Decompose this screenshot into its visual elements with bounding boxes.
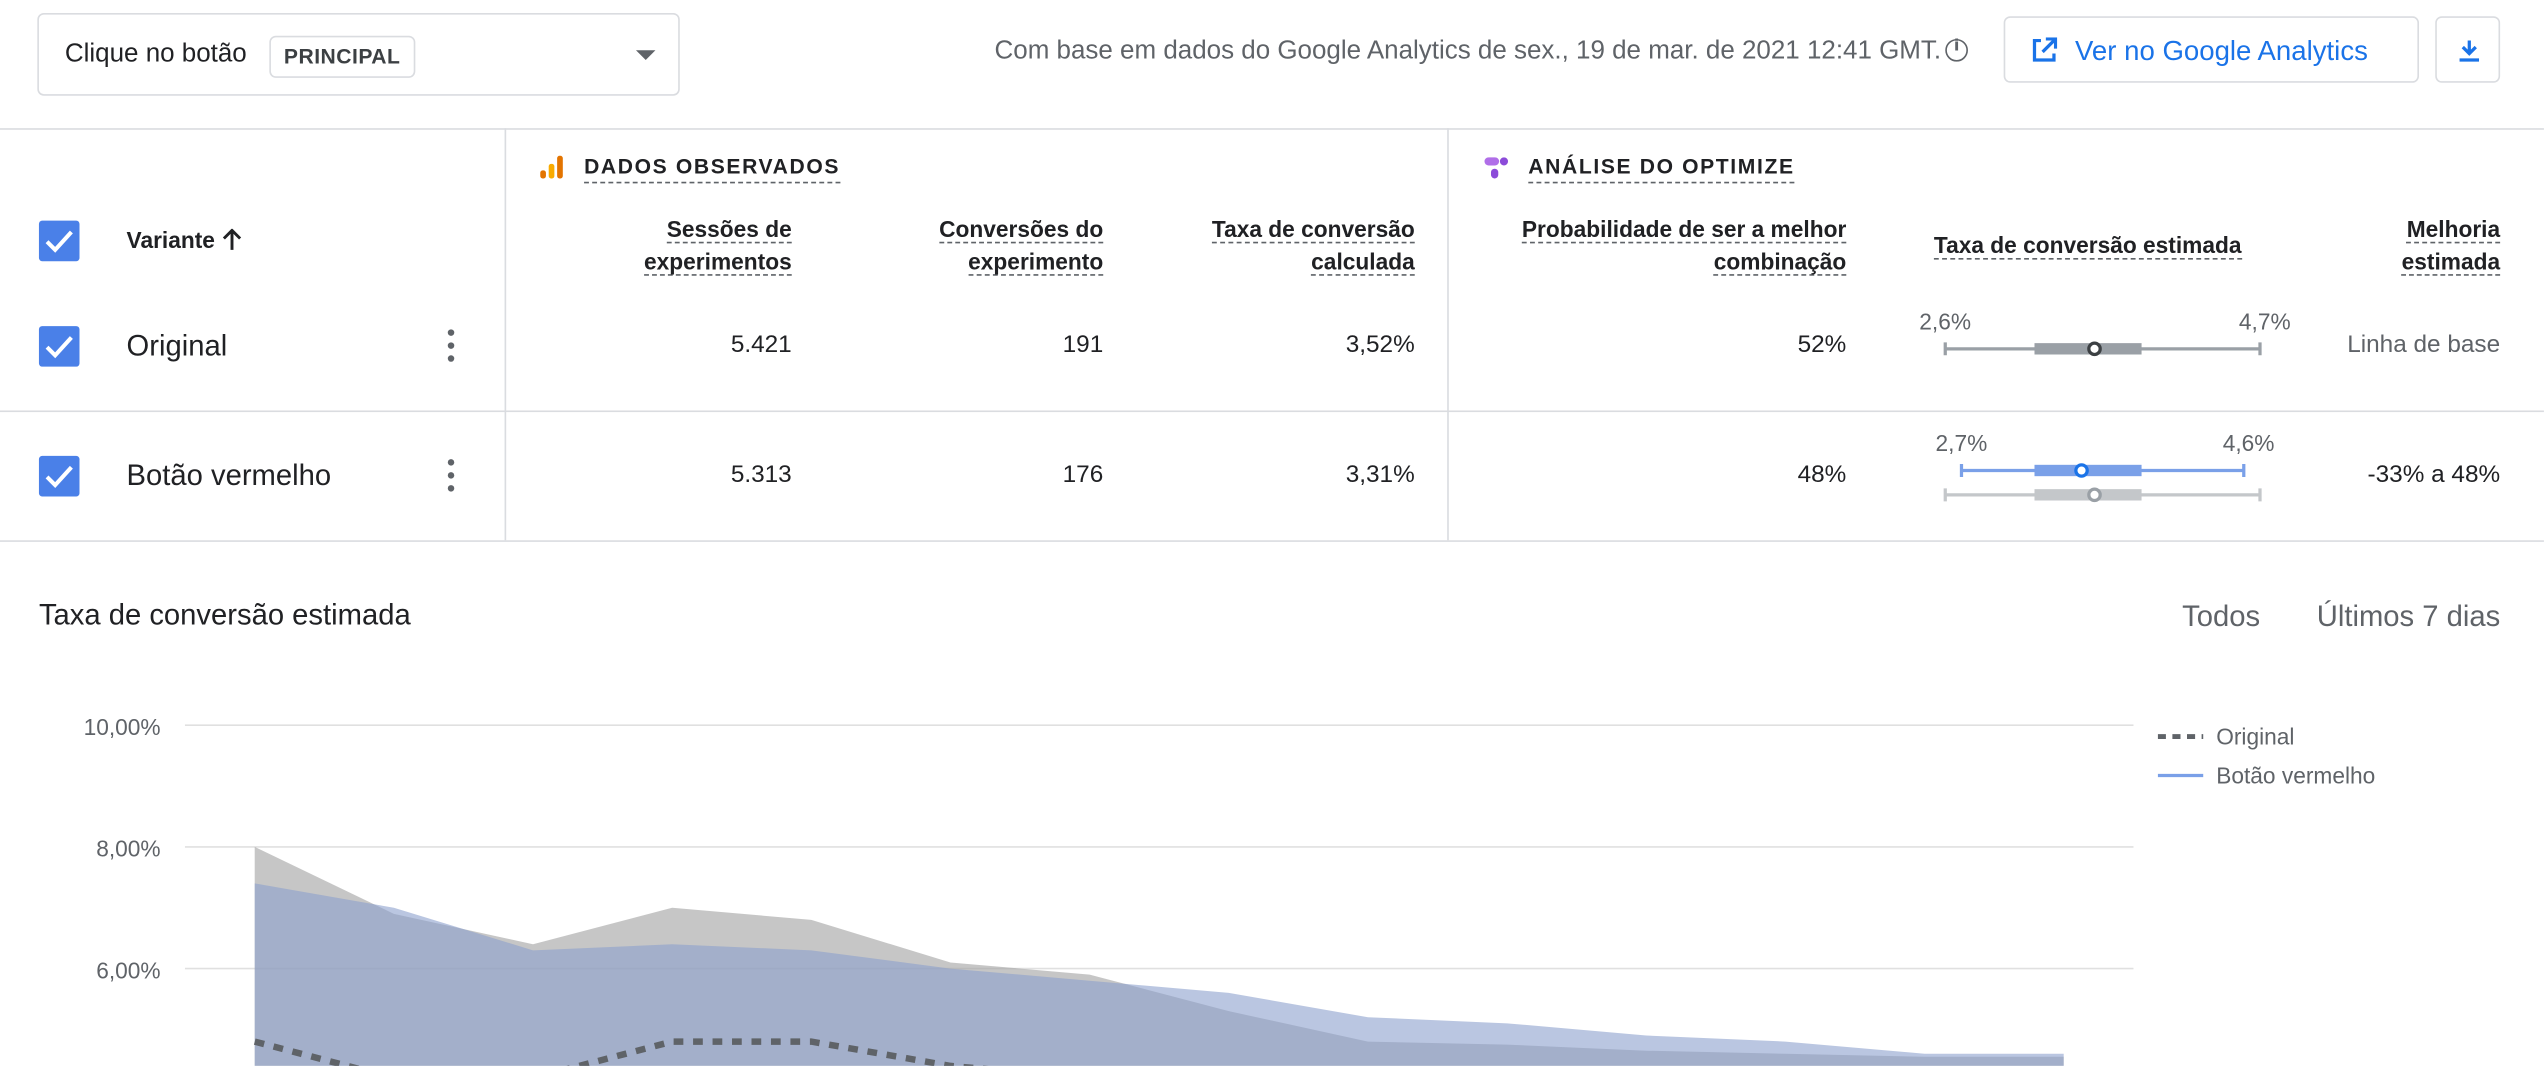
data-basis-text: Com base em dados do Google Analytics de… — [994, 37, 1942, 65]
view-in-analytics-button[interactable]: Ver no Google Analytics — [2003, 16, 2419, 83]
more-options-icon[interactable] — [447, 459, 455, 498]
ci-high-label: 4,7% — [2238, 308, 2291, 335]
legend-red-button: Botão vermelho — [2216, 762, 2376, 789]
row-checkbox-original[interactable] — [38, 326, 80, 367]
primary-chip: PRINCIPAL — [269, 35, 416, 78]
conversions-value: 176 — [1062, 460, 1104, 489]
check-icon — [45, 336, 73, 359]
improvement-value: -33% a 48% — [2367, 460, 2501, 489]
conversions-column-header[interactable]: Conversões do experimento — [939, 215, 1104, 276]
confidence-interval-bar — [1943, 341, 2262, 357]
view-in-analytics-label: Ver no Google Analytics — [2075, 35, 2368, 67]
conversion-rate-value: 3,52% — [1345, 330, 1415, 359]
ci-low-label: 2,6% — [1919, 308, 1972, 335]
check-icon — [45, 465, 73, 489]
probability-value: 52% — [1797, 330, 1847, 359]
y-tick-label: 10,00% — [83, 713, 161, 740]
optimize-analysis-section: ANÁLISE DO OPTIMIZE — [1528, 154, 1795, 184]
conversion-rate-column-header[interactable]: Taxa de conversão calculada — [1211, 215, 1415, 276]
variant-name: Botão vermelho — [126, 459, 332, 492]
sort-ascending-icon — [223, 228, 242, 250]
conversions-value: 191 — [1062, 330, 1104, 359]
row-divider — [0, 410, 2544, 413]
variant-column-header[interactable]: Variante — [127, 227, 244, 253]
check-icon — [45, 230, 73, 253]
estimated-rate-chart — [184, 724, 2134, 1066]
more-options-icon[interactable] — [447, 329, 455, 368]
sessions-value: 5.421 — [730, 330, 792, 359]
legend-original: Original — [2216, 723, 2295, 750]
area-red-button — [254, 883, 2064, 1066]
download-icon — [2459, 40, 2480, 62]
objective-label: Clique no botão — [64, 40, 247, 69]
y-tick-label: 6,00% — [96, 957, 161, 984]
optimize-icon — [1484, 157, 1509, 179]
select-all-checkbox[interactable] — [38, 220, 80, 262]
estimated-rate-column-header[interactable]: Taxa de conversão estimada — [1933, 232, 2242, 260]
y-tick-label: 8,00% — [96, 835, 161, 862]
analytics-icon — [540, 155, 563, 179]
open-external-icon — [2032, 37, 2058, 62]
legend-swatches — [2157, 734, 2204, 778]
sessions-column-header[interactable]: Sessões de experimentos — [644, 215, 792, 276]
range-7-days-button[interactable]: Últimos 7 dias — [2316, 600, 2501, 633]
row-checkbox-red-button[interactable] — [38, 455, 80, 497]
column-divider — [1447, 128, 1449, 541]
toolbar: Clique no botão PRINCIPAL Com base em da… — [0, 0, 2544, 130]
range-all-button[interactable]: Todos — [2182, 600, 2261, 633]
ci-high-label: 4,6% — [2222, 429, 2275, 456]
conversion-rate-value: 3,31% — [1345, 460, 1415, 489]
improvement-value: Linha de base — [2347, 330, 2501, 359]
row-divider — [0, 540, 2544, 542]
improvement-column-header[interactable]: Melhoria estimada — [2401, 215, 2501, 276]
dropdown-arrow-icon — [635, 50, 656, 61]
ci-low-label: 2,7% — [1935, 429, 1988, 456]
column-divider — [504, 128, 507, 541]
sessions-value: 5.313 — [730, 460, 792, 489]
chart-title: Taxa de conversão estimada — [38, 598, 411, 632]
info-icon[interactable] — [1945, 37, 1968, 62]
confidence-interval-bar — [1943, 463, 2262, 503]
download-button[interactable] — [2435, 16, 2501, 83]
probability-value: 48% — [1797, 460, 1847, 489]
observed-data-section: DADOS OBSERVADOS — [584, 154, 841, 184]
variant-name: Original — [126, 329, 228, 362]
objective-selector[interactable]: Clique no botão PRINCIPAL — [37, 12, 680, 96]
probability-column-header[interactable]: Probabilidade de ser a melhor combinação — [1521, 215, 1847, 276]
